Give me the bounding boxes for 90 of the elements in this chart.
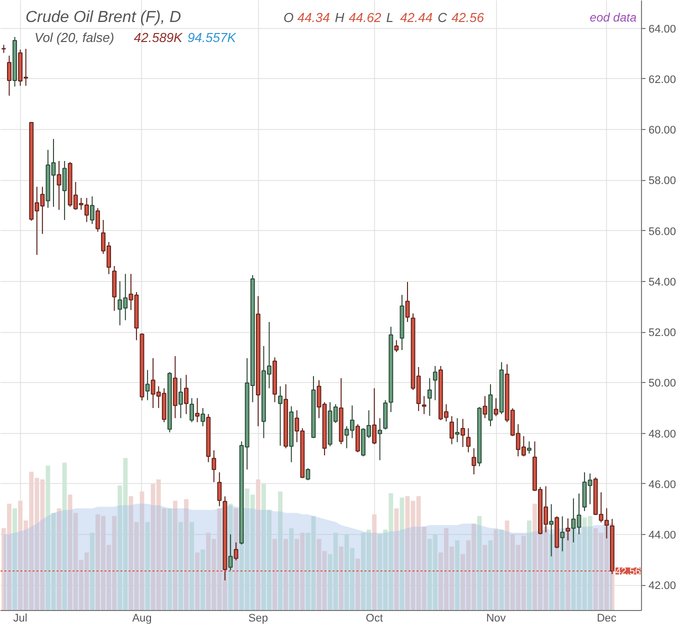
bar [394, 508, 399, 610]
y-tick-label: 50.00 [648, 378, 676, 390]
candlestick [145, 370, 150, 401]
bar [400, 498, 404, 610]
bar [526, 520, 532, 610]
candlestick [427, 378, 432, 416]
ref-line-label: 42.56 [615, 566, 641, 578]
y-tick-label: 44.00 [648, 530, 676, 542]
text: Crude Oil Brent (F), D [26, 9, 182, 26]
candlestick [212, 450, 216, 483]
candlestick [278, 386, 282, 446]
annotation: O [284, 10, 294, 25]
x-tick-label: Nov [486, 612, 506, 624]
y-tick-label: 42.00 [648, 580, 676, 592]
candlestick [455, 418, 460, 443]
x-tick-label: Dec [596, 612, 617, 624]
candlestick [90, 196, 94, 224]
annotation: Vol (20, false) [34, 30, 114, 45]
y-tick-label: 56.00 [648, 226, 676, 238]
candlestick [62, 160, 67, 220]
x-tick-label: Jul [13, 612, 28, 624]
bar [172, 500, 178, 610]
candlestick [234, 542, 238, 561]
candlestick [466, 428, 471, 453]
y-tick-label: 52.00 [648, 327, 676, 340]
bar [90, 532, 94, 610]
candlestick [432, 365, 438, 401]
bar [278, 492, 282, 610]
candlestick [526, 440, 532, 454]
bar [256, 479, 260, 610]
bar [184, 499, 188, 610]
bar [272, 538, 277, 610]
candlestick [190, 398, 194, 423]
candlestick [178, 378, 183, 419]
bar [372, 514, 377, 610]
y-tick-label: 64.00 [648, 23, 676, 36]
x-tick-label: Oct [366, 612, 383, 624]
candlestick [306, 468, 310, 481]
candlestick [450, 416, 454, 445]
candlestick [482, 396, 488, 419]
bar [477, 516, 482, 610]
candlestick [460, 418, 466, 448]
bar [200, 550, 206, 610]
candlestick [378, 418, 382, 461]
y-tick-label: 58.00 [648, 175, 676, 188]
candlestick [422, 396, 426, 415]
candlestick [200, 408, 206, 427]
y-tick-label: 48.00 [648, 428, 676, 440]
bar [549, 534, 554, 610]
x-tick-label: Aug [132, 612, 152, 624]
bar [62, 462, 67, 610]
bar [455, 540, 460, 610]
candlestick [394, 340, 399, 353]
annotation: 42.44 [400, 10, 433, 25]
candlestick [56, 160, 62, 210]
annotation: C [438, 10, 448, 25]
annotation: 44.62 [348, 10, 382, 25]
x-tick-label: Sep [248, 612, 268, 624]
bar [338, 546, 344, 610]
bar [167, 508, 172, 610]
bar [289, 528, 294, 610]
y-tick-label: 46.00 [648, 478, 676, 491]
bar [566, 528, 570, 610]
candlestick [217, 472, 222, 507]
annotation: 42.589K [134, 30, 184, 45]
bar [482, 544, 488, 610]
annotation: H [334, 10, 345, 25]
bar [499, 530, 504, 610]
bar [195, 552, 200, 610]
annotation: 94.557K [187, 30, 238, 45]
y-tick-label: 60.00 [648, 124, 676, 137]
annotation: eod data [590, 10, 637, 24]
candlestick [472, 448, 476, 475]
bar [190, 522, 194, 610]
y-tick-label: 62.00 [648, 74, 676, 86]
candlestick [405, 281, 410, 322]
bar [284, 538, 288, 610]
annotation: 42.56 [451, 10, 485, 25]
candlestick [195, 398, 200, 423]
annotation: 44.34 [297, 10, 330, 25]
bar [178, 522, 183, 610]
y-tick-label: 54.00 [648, 276, 676, 288]
candlestick [96, 208, 100, 232]
candlestick [372, 388, 377, 445]
candlestick [184, 374, 188, 415]
bar [12, 508, 17, 610]
annotation: L [386, 10, 394, 25]
bar [356, 558, 360, 610]
candlestick [7, 55, 12, 96]
candlestick [566, 518, 570, 541]
